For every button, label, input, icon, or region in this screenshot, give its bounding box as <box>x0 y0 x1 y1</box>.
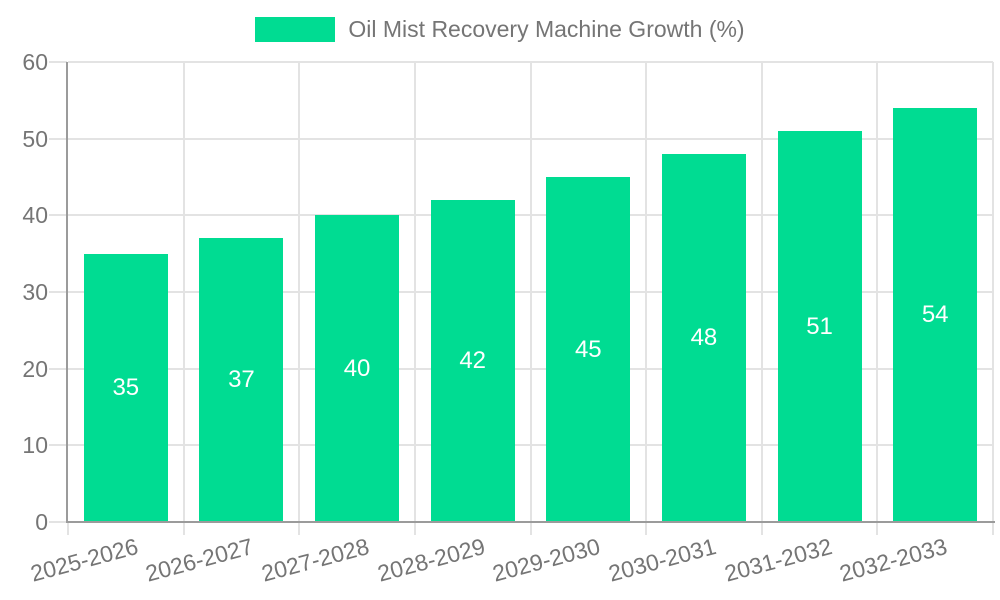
x-axis-line <box>66 521 995 523</box>
bar-value-label: 40 <box>343 354 371 382</box>
gridline-vertical <box>992 62 994 522</box>
bar-2031-2032[interactable]: 51 <box>777 131 862 522</box>
bar-value-label: 54 <box>921 301 949 328</box>
x-axis-tick <box>413 523 416 535</box>
y-axis-line <box>66 62 68 523</box>
y-tick-label: 0 <box>35 509 48 535</box>
bar-value-label: 35 <box>112 373 140 401</box>
y-tick-label: 60 <box>22 49 48 75</box>
bar-2030-2031[interactable]: 48 <box>661 154 746 522</box>
bar-value-label: 48 <box>690 324 718 351</box>
bar-2032-2033[interactable]: 54 <box>893 108 978 522</box>
x-axis-tick <box>876 523 879 535</box>
y-axis-tick <box>49 137 67 140</box>
y-tick-label: 40 <box>22 202 48 229</box>
x-axis-tick <box>298 523 301 535</box>
gridline-vertical <box>529 62 532 522</box>
x-tick-label: 2031-2032 <box>721 533 835 587</box>
bar-2028-2029[interactable]: 42 <box>430 200 515 522</box>
x-axis-tick <box>760 523 763 535</box>
y-tick-label: 30 <box>22 279 48 305</box>
y-axis-tick <box>49 291 67 293</box>
x-axis-tick <box>992 523 994 535</box>
y-axis-tick <box>49 444 67 447</box>
x-axis-tick <box>529 523 532 535</box>
x-tick-label: 2027-2028 <box>258 533 372 587</box>
x-tick-label: 2030-2031 <box>605 533 719 587</box>
bar-2026-2027[interactable]: 37 <box>199 238 284 522</box>
y-axis-tick <box>49 214 67 217</box>
gridline-vertical <box>182 62 185 522</box>
bar-2029-2030[interactable]: 45 <box>546 177 631 522</box>
x-axis-tick <box>645 523 648 535</box>
y-tick-label: 20 <box>22 355 48 382</box>
x-tick-label: 2032-2033 <box>836 533 950 587</box>
legend-swatch-icon <box>255 17 336 42</box>
chart-legend[interactable]: Oil Mist Recovery Machine Growth (%) <box>0 17 1000 42</box>
x-axis-tick <box>67 523 69 535</box>
x-tick-label: 2026-2027 <box>143 533 257 587</box>
y-axis-tick <box>49 367 67 370</box>
bar-2025-2026[interactable]: 35 <box>83 253 168 522</box>
y-axis-tick <box>49 61 67 63</box>
gridline-vertical <box>413 62 416 522</box>
plot-area: 35 37 40 42 45 48 51 54 <box>68 61 994 522</box>
gridline-vertical <box>876 62 879 522</box>
bar-value-label: 45 <box>574 335 602 363</box>
legend-label: Oil Mist Recovery Machine Growth (%) <box>348 16 745 42</box>
gridline-vertical <box>645 62 648 522</box>
bar-value-label: 42 <box>459 347 487 374</box>
bar-value-label: 51 <box>806 312 833 340</box>
x-tick-label: 2025-2026 <box>27 533 141 587</box>
x-tick-label: 2028-2029 <box>374 533 488 587</box>
gridline-vertical <box>760 62 763 522</box>
y-tick-label: 50 <box>22 125 48 152</box>
y-axis-tick <box>49 521 67 523</box>
gridline-vertical <box>298 62 301 522</box>
bar-value-label: 37 <box>228 366 255 394</box>
y-tick-label: 10 <box>22 432 48 459</box>
bar-2027-2028[interactable]: 40 <box>315 215 400 522</box>
x-tick-label: 2029-2030 <box>490 533 604 587</box>
x-axis-tick <box>182 523 185 535</box>
